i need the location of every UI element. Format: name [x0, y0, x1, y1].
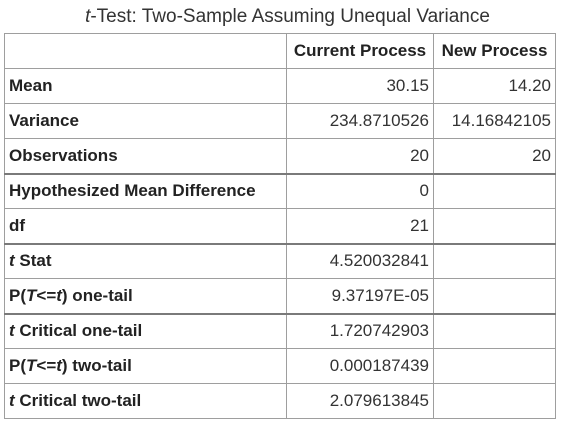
cell-new-hypothesized-mean-difference	[433, 173, 556, 209]
row-label-p-two-tail: P(T<=t) two-tail	[4, 348, 287, 384]
cell-new-p-two-tail	[433, 348, 556, 384]
label-post: ) two-tail	[61, 356, 132, 375]
cell-current-t-critical-two-tail: 2.079613845	[286, 383, 434, 419]
page-title: t-Test: Two-Sample Assuming Unequal Vari…	[0, 6, 575, 28]
title-text: -Test: Two-Sample Assuming Unequal Varia…	[90, 6, 490, 27]
cell-current-observations: 20	[286, 138, 434, 175]
cell-current-t-stat: 4.520032841	[286, 242, 434, 279]
italic-t: t	[9, 251, 15, 271]
table-row: Observations 20 20	[4, 138, 556, 175]
row-label-hypothesized-mean-difference: Hypothesized Mean Difference	[4, 173, 287, 209]
label-rest: Critical one-tail	[14, 321, 143, 341]
cell-current-hypothesized-mean-difference: 0	[286, 173, 434, 209]
table-row: Hypothesized Mean Difference 0	[4, 173, 556, 209]
cell-new-mean: 14.20	[433, 68, 556, 104]
table-row: df 21	[4, 208, 556, 244]
italic-t: t	[9, 391, 15, 410]
cell-new-observations: 20	[433, 138, 556, 175]
cell-new-t-critical-two-tail	[433, 383, 556, 419]
ttest-results-table: Current Process New Process Mean 30.15 1…	[4, 33, 556, 419]
row-label-observations: Observations	[4, 138, 287, 175]
label-mid: <=	[36, 356, 57, 375]
cell-current-p-two-tail: 0.000187439	[286, 348, 434, 384]
title-italic-prefix: t	[85, 6, 91, 27]
italic-t: t	[9, 321, 15, 341]
cell-new-p-one-tail	[433, 278, 556, 315]
italic-t: t	[56, 356, 62, 375]
label-pre: P(	[9, 285, 26, 305]
cell-current-mean: 30.15	[286, 68, 434, 104]
table-row: t Critical two-tail 2.079613845	[4, 383, 556, 419]
header-new-process: New Process	[433, 33, 556, 69]
italic-T: T	[26, 285, 37, 305]
table-row: t Stat 4.520032841	[4, 242, 556, 279]
italic-T: T	[26, 356, 37, 375]
header-empty-cell	[4, 33, 287, 69]
label-mid: <=	[36, 285, 57, 305]
label-pre: P(	[9, 356, 26, 375]
row-label-mean: Mean	[4, 68, 287, 104]
table-row: t Critical one-tail 1.720742903	[4, 313, 556, 349]
cell-new-variance: 14.16842105	[433, 103, 556, 139]
table-row: P(T<=t) two-tail 0.000187439	[4, 348, 556, 384]
label-rest: Critical two-tail	[14, 391, 142, 410]
row-label-df: df	[4, 208, 287, 244]
table-row: P(T<=t) one-tail 9.37197E-05	[4, 278, 556, 315]
table-row: Mean 30.15 14.20	[4, 68, 556, 104]
label-rest: Stat	[14, 251, 52, 271]
row-label-p-one-tail: P(T<=t) one-tail	[4, 278, 287, 315]
cell-new-df	[433, 208, 556, 244]
header-current-process: Current Process	[286, 33, 434, 69]
italic-t: t	[56, 285, 62, 305]
row-label-variance: Variance	[4, 103, 287, 139]
cell-current-variance: 234.8710526	[286, 103, 434, 139]
cell-new-t-stat	[433, 242, 556, 279]
cell-current-df: 21	[286, 208, 434, 244]
row-label-t-stat: t Stat	[4, 242, 287, 279]
table-header-row: Current Process New Process	[4, 33, 556, 69]
label-post: ) one-tail	[61, 285, 133, 305]
cell-current-p-one-tail: 9.37197E-05	[286, 278, 434, 315]
table-row: Variance 234.8710526 14.16842105	[4, 103, 556, 139]
row-label-t-critical-one-tail: t Critical one-tail	[4, 313, 287, 349]
row-label-t-critical-two-tail: t Critical two-tail	[4, 383, 287, 419]
cell-current-t-critical-one-tail: 1.720742903	[286, 313, 434, 349]
cell-new-t-critical-one-tail	[433, 313, 556, 349]
